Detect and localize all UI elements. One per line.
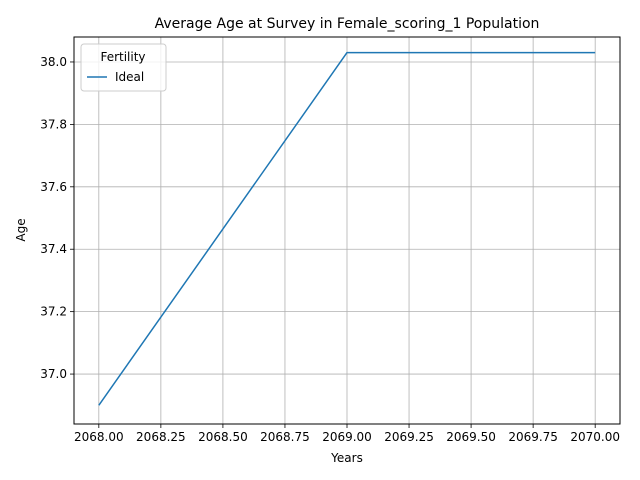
x-tick-label: 2068.75	[260, 430, 310, 444]
legend-box	[80, 43, 167, 92]
y-tick-label: 37.6	[40, 180, 67, 194]
x-tick-label: 2068.50	[198, 430, 248, 444]
grid	[74, 37, 620, 424]
x-tick-label: 2068.00	[74, 430, 124, 444]
x-tick-label: 2069.50	[446, 430, 496, 444]
legend-label-ideal: Ideal	[115, 70, 144, 84]
series-line-ideal	[98, 51, 596, 406]
series-layer	[98, 51, 596, 406]
ticks-layer: 2068.00 2068.25 2068.50 2068.75 2069.00 2069.…	[40, 55, 620, 444]
x-tick-label: 2068.25	[136, 430, 186, 444]
x-tick-label: 2070.00	[570, 430, 620, 444]
y-tick-label: 37.0	[40, 367, 67, 381]
legend: Fertility Ideal	[80, 43, 167, 92]
x-axis-label: Years	[330, 451, 363, 465]
y-tick-label: 38.0	[40, 55, 67, 69]
legend-title: Fertility	[100, 50, 145, 64]
x-tick-label: 2069.00	[322, 430, 372, 444]
x-tick-label: 2069.25	[384, 430, 434, 444]
x-tick-label: 2069.75	[508, 430, 558, 444]
y-tick-label: 37.8	[40, 117, 67, 131]
y-tick-label: 37.2	[40, 305, 67, 319]
chart-title: Average Age at Survey in Female_scoring_…	[155, 16, 540, 32]
y-axis-label: Age	[14, 218, 28, 241]
y-tick-label: 37.4	[40, 242, 67, 256]
